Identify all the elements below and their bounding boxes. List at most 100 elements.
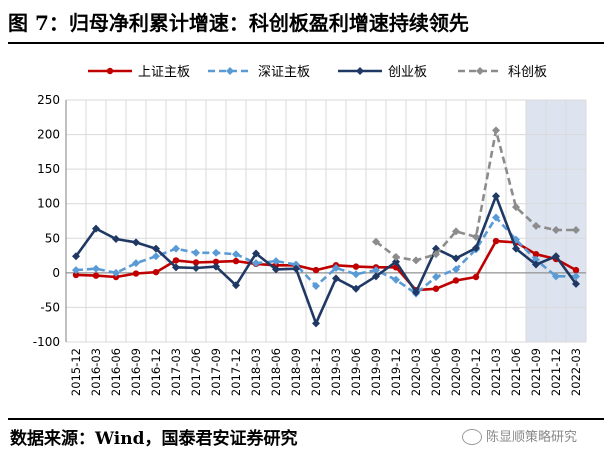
x-tick-label: 2022-03: [569, 348, 583, 396]
data-point: [332, 274, 340, 283]
x-tick-label: 2021-03: [489, 348, 503, 396]
legend-marker: [106, 67, 114, 75]
data-point: [372, 237, 380, 246]
data-point: [292, 260, 300, 269]
x-tick-label: 2020-12: [469, 348, 483, 396]
x-tick-label: 2018-09: [289, 348, 303, 396]
data-point: [312, 266, 320, 274]
x-tick-label: 2017-06: [189, 348, 203, 396]
data-point: [552, 225, 560, 234]
data-point: [232, 257, 240, 265]
data-point: [212, 258, 220, 265]
series-line-1: [75, 239, 577, 292]
data-point: [352, 263, 360, 270]
x-tick-label: 2020-03: [409, 348, 423, 396]
data-point: [252, 249, 260, 258]
data-point: [432, 250, 440, 259]
data-point: [432, 273, 440, 282]
y-tick-label: 250: [37, 93, 60, 107]
data-point: [512, 203, 520, 212]
data-point: [212, 248, 220, 257]
source-rule: [8, 418, 604, 420]
x-tick-label: 2021-09: [529, 348, 543, 396]
data-point: [552, 252, 560, 261]
watermark: 陈显顺策略研究: [462, 426, 577, 446]
data-point: [172, 244, 180, 253]
legend-item: 科创板: [458, 65, 547, 80]
title-rule: [8, 42, 604, 44]
data-point: [412, 288, 420, 297]
data-point: [72, 252, 80, 261]
legend-item: 上证主板: [88, 65, 190, 80]
data-point: [112, 273, 120, 281]
x-tick-label: 2021-06: [509, 348, 523, 396]
data-point: [312, 281, 320, 290]
x-tick-label: 2019-06: [349, 348, 363, 396]
x-tick-label: 2019-12: [389, 348, 403, 396]
chart-title: 图 7：归母净利累计增速：科创板盈利增速持续领先: [8, 11, 469, 35]
x-tick-label: 2020-09: [449, 348, 463, 396]
legend-label: 科创板: [508, 65, 547, 80]
data-point: [432, 285, 440, 292]
data-point: [492, 237, 500, 245]
data-point: [472, 273, 480, 281]
data-point: [472, 232, 480, 241]
data-point: [112, 268, 120, 277]
x-tick-label: 2017-03: [169, 348, 183, 396]
data-point: [512, 244, 520, 253]
data-point: [72, 271, 80, 279]
data-point: [292, 264, 300, 273]
data-point: [392, 252, 400, 261]
x-tick-label: 2020-06: [429, 348, 443, 396]
x-tick-label: 2016-03: [89, 348, 103, 396]
data-point: [232, 281, 240, 290]
y-tick-label: 100: [37, 197, 60, 211]
data-point: [192, 259, 200, 266]
x-tick-label: 2015-12: [69, 348, 83, 396]
legend-item: 创业板: [338, 65, 427, 80]
data-point: [92, 272, 100, 279]
data-point: [272, 265, 280, 274]
legend-label: 创业板: [388, 65, 427, 80]
data-point: [132, 270, 140, 277]
y-tick-label: 0: [52, 266, 60, 280]
legend-label: 深证主板: [258, 65, 310, 80]
data-point: [452, 277, 460, 284]
x-tick-label: 2019-09: [369, 348, 383, 396]
x-tick-label: 2018-12: [309, 348, 323, 396]
legend-item: 深证主板: [208, 65, 310, 80]
data-point: [132, 238, 140, 247]
data-point: [572, 272, 580, 281]
data-point: [112, 234, 120, 243]
data-point: [152, 244, 160, 253]
legend-marker: [356, 67, 364, 75]
y-tick-label: 200: [37, 128, 60, 142]
data-point: [452, 227, 460, 236]
shaded-region: [526, 100, 586, 342]
line-chart: 上证主板 深证主板 创业板 科创板 -100 -50 0 50 100 150 200 250 201…: [33, 65, 587, 396]
chart-legend: 上证主板 深证主板 创业板 科创板: [88, 65, 547, 80]
data-point: [532, 250, 540, 258]
watermark-text: 陈显顺策略研究: [486, 430, 578, 445]
data-point: [412, 256, 420, 265]
x-tick-label: 2016-09: [129, 348, 143, 396]
x-tick-label: 2019-03: [329, 348, 343, 396]
data-point: [332, 264, 340, 273]
data-point: [232, 250, 240, 259]
x-tick-label: 2018-06: [269, 348, 283, 396]
data-point: [152, 268, 160, 276]
data-point: [372, 272, 380, 281]
series-line-3: [74, 194, 578, 325]
series-line-4: [375, 129, 576, 262]
wechat-icon: [462, 428, 482, 445]
data-point: [552, 272, 560, 281]
plot-area: -100 -50 0 50 100 150 200 250 2015-12 2016-03 2016…: [33, 93, 587, 396]
data-point: [92, 224, 100, 233]
data-point: [312, 319, 320, 328]
data-point: [132, 259, 140, 268]
data-point: [532, 260, 540, 269]
y-tick-label: -100: [33, 335, 60, 349]
y-tick-label: 150: [37, 162, 60, 176]
source-note: 数据来源：Wind，国泰君安证券研究: [10, 429, 298, 449]
y-tick-label: -50: [40, 300, 60, 314]
